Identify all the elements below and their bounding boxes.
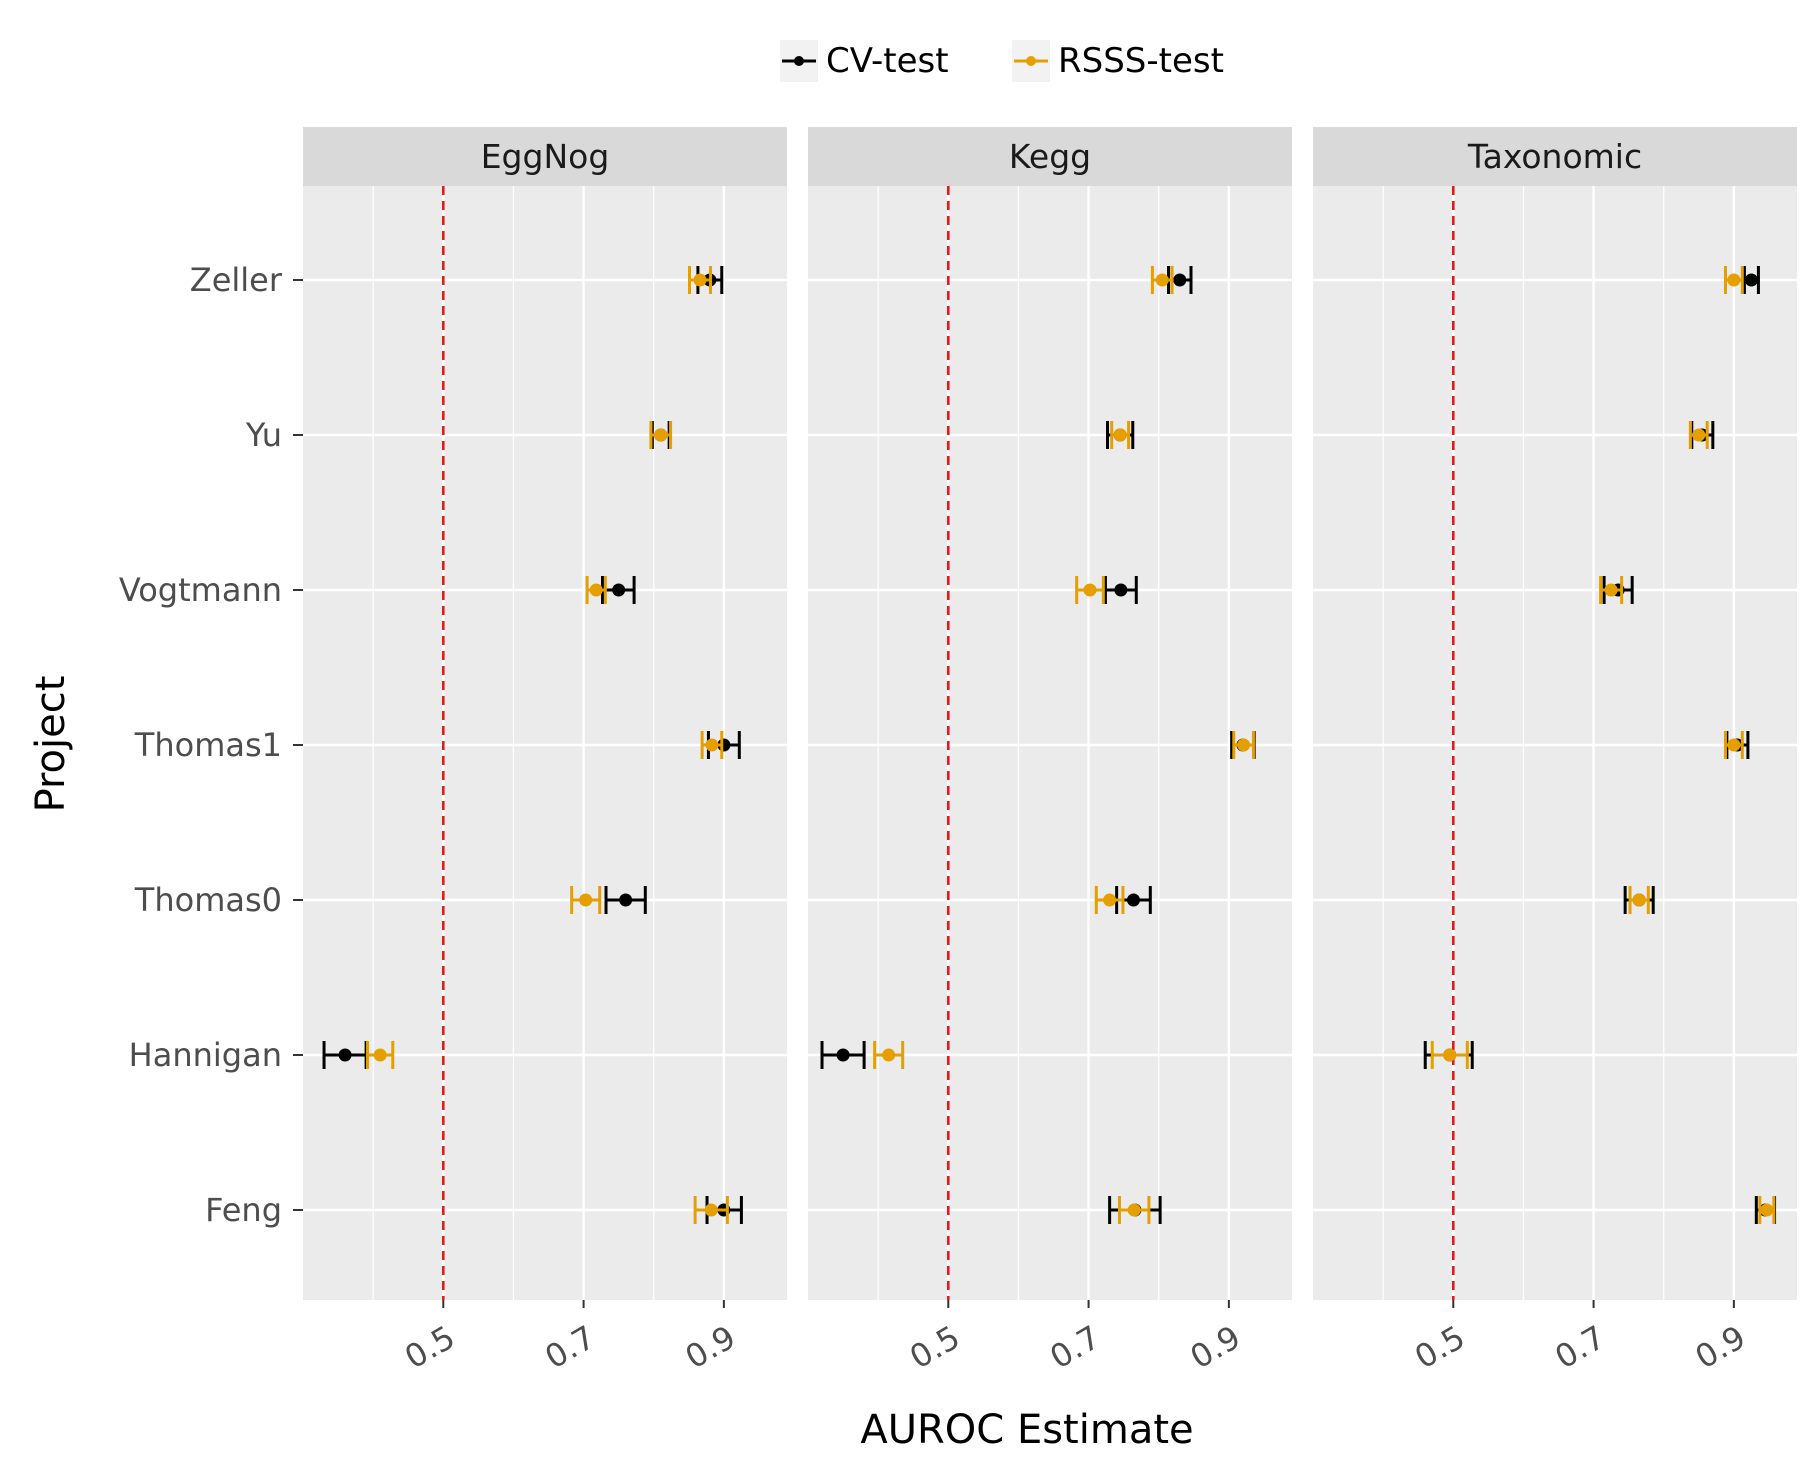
legend: CV-test RSSS-test [780, 40, 1224, 82]
point-thomas1 [1723, 731, 1744, 759]
point-yu [1688, 421, 1709, 449]
panel-background [808, 186, 1292, 1300]
point-vogtmann [585, 576, 607, 604]
data-point [338, 1048, 352, 1062]
strip-bg [1313, 127, 1797, 186]
point-hannigan [366, 1041, 395, 1069]
data-point [1155, 273, 1169, 287]
legend-key-dot [794, 56, 804, 66]
series-rsss-test [1430, 266, 1776, 1224]
point-vogtmann [1075, 576, 1105, 604]
point-zeller [1150, 266, 1174, 294]
point-vogtmann [1103, 576, 1138, 604]
x-tick-label: 0.9 [679, 1318, 742, 1376]
data-point [1692, 428, 1706, 442]
point-thomas1 [1232, 731, 1255, 759]
y-tick-label-vogtmann: Vogtmann [119, 571, 282, 609]
y-tick-label-feng: Feng [205, 1191, 282, 1229]
legend-item-cv-test: CV-test [780, 40, 949, 82]
x-tick-label: 0.7 [1044, 1318, 1107, 1376]
data-point [612, 583, 626, 597]
data-point [1604, 583, 1618, 597]
x-axis-title: AUROC Estimate [860, 1407, 1193, 1453]
data-point [579, 893, 593, 907]
x-tick-label: 0.5 [398, 1318, 461, 1376]
data-point [836, 1048, 850, 1062]
data-point [373, 1048, 387, 1062]
legend-key-dot [1026, 56, 1036, 66]
data-point [1443, 1048, 1457, 1062]
strip-bg [808, 127, 1292, 186]
y-tick-label-yu: Yu [245, 416, 282, 454]
point-zeller [1723, 266, 1744, 294]
panel-eggnog: EggNog 0.5 0.7 0.9 [303, 127, 787, 1376]
point-thomas1 [700, 731, 724, 759]
point-hannigan [820, 1041, 866, 1069]
data-point [1114, 583, 1128, 597]
data-point [589, 583, 603, 597]
y-tick-label-thomas1: Thomas1 [134, 726, 282, 764]
point-zeller [687, 266, 713, 294]
point-vogtmann [601, 576, 636, 604]
point-hannigan [1430, 1041, 1469, 1069]
point-yu [649, 421, 673, 449]
y-tick-label-zeller: Zeller [190, 261, 283, 299]
point-feng [1758, 1196, 1776, 1224]
data-point [704, 1203, 718, 1217]
series-rsss-test [366, 266, 729, 1224]
point-thomas0 [570, 886, 602, 914]
legend-item-rsss-test: RSSS-test [1012, 40, 1224, 82]
data-point [1727, 738, 1741, 752]
strip-bg [303, 127, 787, 186]
data-point [1760, 1203, 1774, 1217]
panel-taxonomic: Taxonomic 0.5 0.7 0.9 [1313, 127, 1797, 1376]
data-point [1173, 273, 1187, 287]
x-tick-label: 0.9 [1689, 1318, 1752, 1376]
point-thomas0 [604, 886, 647, 914]
data-point [1103, 893, 1117, 907]
y-axis: Zeller Yu Vogtmann Thomas1 Thomas0 Hannigan Fe… [119, 261, 303, 1229]
panel-background [1313, 186, 1797, 1300]
point-hannigan [873, 1041, 905, 1069]
legend-label: RSSS-test [1058, 41, 1224, 81]
x-tick-label: 0.5 [1408, 1318, 1471, 1376]
y-tick-label-hannigan: Hannigan [129, 1036, 282, 1074]
point-yu [1110, 421, 1131, 449]
data-point [1744, 273, 1758, 287]
data-point [1126, 893, 1140, 907]
data-point [619, 893, 633, 907]
data-point [1632, 893, 1646, 907]
series-rsss-test [873, 266, 1255, 1224]
data-point [693, 273, 707, 287]
y-axis-title: Project [28, 676, 74, 813]
data-point [1113, 428, 1127, 442]
panel-kegg: Kegg 0.5 0.7 0.9 [808, 127, 1292, 1376]
strip-label: Kegg [1009, 137, 1091, 176]
strip-label: Taxonomic [1467, 137, 1642, 176]
data-point [654, 428, 668, 442]
point-feng [1117, 1196, 1151, 1224]
data-point [1727, 273, 1741, 287]
point-zeller [1742, 266, 1760, 294]
data-point [705, 738, 719, 752]
x-tick-label: 0.9 [1184, 1318, 1247, 1376]
legend-label: CV-test [826, 41, 949, 81]
x-tick-label: 0.7 [1549, 1318, 1612, 1376]
point-thomas0 [1628, 886, 1650, 914]
point-vogtmann [1599, 576, 1624, 604]
point-thomas0 [1094, 886, 1125, 914]
x-tick-label: 0.7 [539, 1318, 602, 1376]
data-point [882, 1048, 896, 1062]
data-point [1083, 583, 1097, 597]
data-point [1237, 738, 1251, 752]
x-tick-label: 0.5 [903, 1318, 966, 1376]
strip-label: EggNog [481, 137, 610, 176]
point-feng [693, 1196, 729, 1224]
data-point [1127, 1203, 1141, 1217]
y-tick-label-thomas0: Thomas0 [134, 881, 282, 919]
facet-panels: EggNog 0.5 0.7 0.9 Kegg 0.5 0.7 0.9 Taxonomic 0.5… [303, 127, 1797, 1376]
